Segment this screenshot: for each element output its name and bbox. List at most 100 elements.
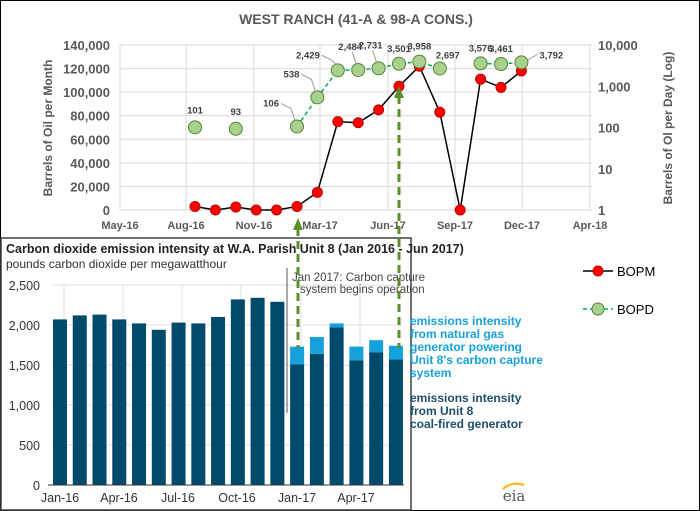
y-tick-label: 100,000 — [63, 85, 110, 100]
bopm-point — [291, 200, 303, 212]
y-tick-label: 80,000 — [70, 109, 110, 124]
x-tick-label: Oct-16 — [218, 491, 256, 505]
coal-bar — [270, 301, 285, 485]
gas-bar — [329, 323, 344, 328]
x-tick-label: Sep-17 — [437, 220, 473, 232]
coal-bar — [388, 359, 403, 485]
bopd-data-label: 2,429 — [296, 50, 320, 61]
coal-bar — [369, 352, 384, 485]
y-tick-label: 60,000 — [70, 132, 110, 147]
legend-bopm-marker — [592, 265, 604, 277]
bopm-point — [250, 204, 262, 216]
y2-tick-label: 10 — [598, 162, 612, 177]
bopd-point — [371, 61, 386, 76]
bopd-data-label: 2,484 — [338, 42, 362, 53]
bopm-point — [271, 204, 283, 216]
gas-bar — [309, 337, 324, 354]
data-label-leader — [321, 54, 337, 65]
coal-bar — [329, 327, 344, 485]
bopd-point — [392, 56, 406, 71]
y-tick-label: 40,000 — [70, 156, 110, 171]
legend-bopd-marker — [591, 302, 605, 316]
data-label-leader — [527, 53, 538, 61]
bopm-point — [373, 104, 385, 116]
bopd-point — [351, 62, 366, 77]
bopm-line — [194, 64, 522, 211]
bopd-point — [432, 61, 447, 76]
y-tick-label: 120,000 — [63, 62, 110, 77]
bopd-point — [412, 54, 427, 69]
data-label-leader — [280, 103, 296, 121]
gas-bar — [349, 346, 364, 361]
x-tick-label: Jun-17 — [370, 220, 405, 232]
bopm-point — [495, 81, 507, 93]
coal-bar — [349, 360, 364, 485]
bopm-point — [475, 73, 487, 85]
eia-logo: eia — [503, 487, 526, 505]
bopm-point — [352, 117, 364, 129]
x-tick-label: Jan-16 — [41, 491, 79, 505]
legend-gas-label: from natural gas — [410, 327, 504, 341]
legend-bopd-label: BOPD — [617, 302, 654, 317]
legend-coal-label: coal-fired generator — [410, 417, 523, 431]
bopd-data-label: 2,731 — [359, 40, 383, 51]
bopd-point — [473, 56, 488, 71]
gas-bar — [369, 340, 384, 353]
y2-axis-title: Barrels of Ol per Day (Log) — [661, 52, 675, 205]
y2-tick-label: 100 — [598, 121, 620, 136]
bopd-data-label: 3,792 — [539, 50, 563, 61]
y2-tick-label: 1 — [598, 203, 605, 218]
x-tick-label: Apr-18 — [573, 220, 608, 232]
bopd-data-label: 3,576 — [469, 43, 493, 54]
bopd-point — [514, 55, 529, 70]
coal-bar — [191, 323, 206, 485]
data-label-leader — [372, 50, 378, 63]
data-label-leader — [301, 73, 316, 92]
y-tick-label: 0 — [103, 203, 110, 218]
coal-bar — [230, 299, 245, 485]
bopd-data-label: 3,958 — [408, 42, 432, 53]
y-tick-label: 500 — [19, 439, 40, 453]
bopd-point — [330, 63, 345, 78]
bopm-point — [454, 204, 466, 216]
legend-coal-label: emissions intensity — [410, 391, 522, 405]
bopm-point — [311, 186, 323, 198]
coal-bar — [309, 353, 324, 485]
gas-bar — [290, 346, 305, 365]
y-tick-label: 1,500 — [9, 359, 40, 373]
y-tick-label: 1,000 — [9, 399, 40, 413]
legend-gas-label: generator powering — [410, 340, 522, 354]
coal-bar — [211, 317, 226, 485]
green-arrowhead — [394, 86, 404, 98]
y-axis-title: Barrels of Oil per Month — [41, 60, 55, 197]
bopd-point — [494, 57, 508, 72]
x-tick-label: Mar-17 — [302, 220, 337, 232]
bopd-data-label: 538 — [284, 69, 300, 80]
x-tick-label: Apr-16 — [100, 491, 138, 505]
y-tick-label: 2,000 — [9, 319, 40, 333]
legend-gas-label: system — [410, 366, 451, 380]
coal-bar — [132, 323, 147, 485]
y-tick-label: 0 — [33, 479, 40, 493]
bopd-data-label: 3,501 — [387, 44, 411, 55]
x-tick-label: Jul-16 — [161, 491, 195, 505]
gas-bar — [388, 345, 403, 360]
data-label-leader — [351, 51, 357, 65]
annotation-text: system begins operation — [300, 284, 425, 296]
bopd-data-label: 3,461 — [489, 44, 513, 55]
y-tick-label: 2,500 — [9, 279, 40, 293]
top-chart-title: WEST RANCH (41-A & 98-A CONS.) — [239, 11, 473, 27]
coal-bar — [53, 319, 67, 485]
x-tick-label: May-16 — [101, 220, 138, 232]
x-tick-label: Nov-16 — [236, 220, 273, 232]
bopm-point — [230, 201, 242, 213]
y-tick-label: 140,000 — [63, 38, 110, 53]
green-arrowhead — [293, 218, 303, 230]
eia-logo-swoosh — [502, 482, 525, 490]
coal-bar — [72, 315, 87, 485]
bopm-point — [332, 116, 344, 128]
bopm-point — [189, 200, 201, 212]
inset-chart-subtitle: pounds carbon dioxide per megawatthour — [6, 257, 227, 271]
coal-bar — [92, 314, 107, 485]
bopd-data-label: 106 — [263, 98, 279, 109]
